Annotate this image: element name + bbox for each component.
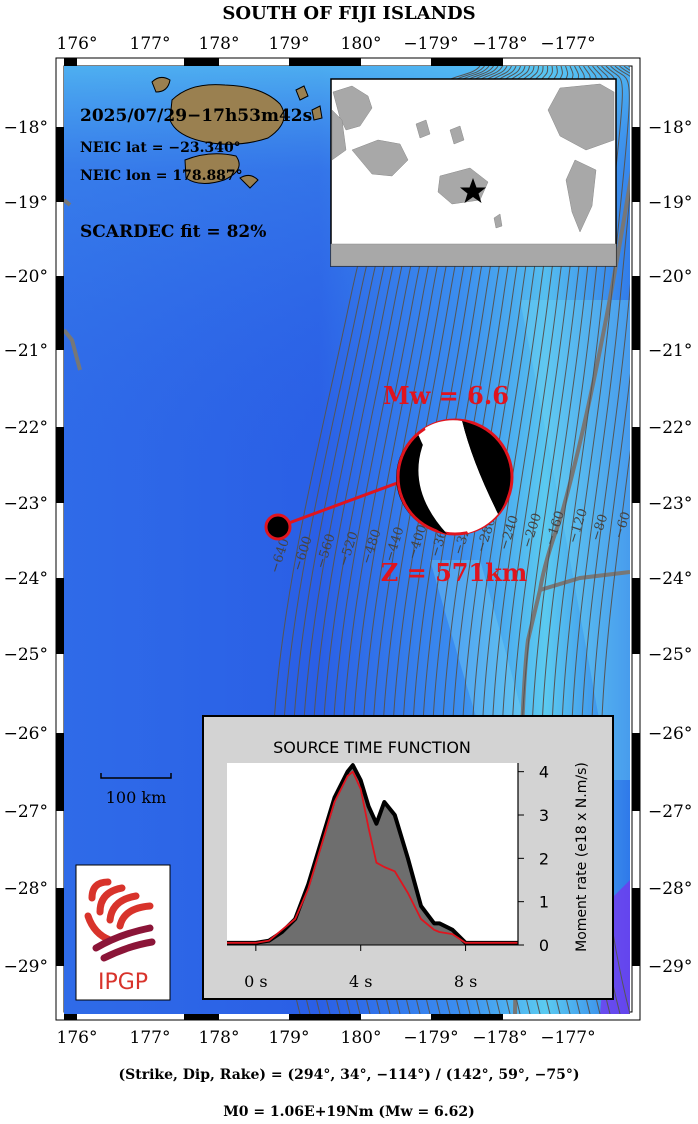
lat-label-left: −25° (4, 645, 48, 665)
epicenter-star-icon (460, 178, 486, 203)
lon-label-bottom: 176° (57, 1028, 98, 1048)
lon-label-bottom: 180° (341, 1028, 382, 1048)
lat-label-right: −25° (648, 645, 692, 665)
longitude-labels-bottom: 176° 177° 178° 179° 180° −179° −178° −177° (57, 1028, 596, 1048)
stf-y-tick-label: 2 (539, 849, 549, 868)
lon-label-bottom: −178° (472, 1028, 527, 1048)
stf-plot (227, 763, 518, 945)
lat-label-left: −28° (4, 879, 48, 899)
lat-label-right: −22° (648, 418, 692, 438)
scale-bar-label: 100 km (106, 788, 167, 807)
lat-label-left: −20° (4, 267, 48, 287)
longitude-labels-top: 176° 177° 178° 179° 180° −179° −178° −177° (57, 34, 596, 54)
lat-label-left: −27° (4, 802, 48, 822)
stf-x-tick-label: 8 s (454, 972, 477, 991)
lon-label-top: −178° (472, 34, 527, 54)
lon-label-top: 178° (199, 34, 240, 54)
lat-label-left: −18° (4, 118, 48, 138)
stf-fit-line (227, 770, 518, 944)
epicenter-marker[interactable] (264, 513, 292, 541)
lat-label-right: −19° (648, 193, 692, 213)
lon-label-top: 180° (341, 34, 382, 54)
focal-mechanism-beachball[interactable] (396, 418, 514, 536)
lon-label-top: 177° (130, 34, 171, 54)
latitude-labels-right: −18° −19° −20° −21° −22° −23° −24° −25° −26° −27°… (648, 118, 692, 977)
lat-label-left: −29° (4, 957, 48, 977)
lat-label-right: −20° (648, 267, 692, 287)
stf-area (227, 765, 518, 945)
event-info: 2025/07/29−17h53m42s NEIC lat = −23.340°… (80, 106, 312, 242)
lon-label-bottom: 179° (269, 1028, 310, 1048)
fiji-islands (151, 76, 323, 189)
stf-y-tick-label: 4 (539, 763, 549, 782)
stf-y-ticks: 0 1 2 3 4 (518, 763, 549, 955)
lon-label-bottom: −177° (540, 1028, 595, 1048)
stf-y-tick-label: 0 (539, 936, 549, 955)
lon-label-bottom: 177° (130, 1028, 171, 1048)
lon-label-top: −177° (540, 34, 595, 54)
lat-label-right: −24° (648, 569, 692, 589)
lat-label-right: −23° (648, 494, 692, 514)
lat-label-right: −28° (648, 879, 692, 899)
lon-label-bottom: 178° (199, 1028, 240, 1048)
lat-label-right: −18° (648, 118, 692, 138)
event-datetime: 2025/07/29−17h53m42s (80, 106, 312, 126)
lat-label-left: −22° (4, 418, 48, 438)
scardec-fit: SCARDEC fit = 82% (80, 222, 266, 242)
lat-label-left: −19° (4, 193, 48, 213)
lat-label-right: −27° (648, 802, 692, 822)
event-lat: NEIC lat = −23.340° (80, 140, 241, 156)
beachball-leader-line (277, 480, 401, 529)
lat-label-left: −21° (4, 341, 48, 361)
lon-label-top: 179° (269, 34, 310, 54)
event-lon: NEIC lon = 178.887° (80, 168, 243, 184)
map-title: SOUTH OF FIJI ISLANDS (222, 3, 475, 24)
source-time-function-panel: SOURCE TIME FUNCTION 0 s 4 s 8 s 0 1 2 3 4 Mom… (202, 715, 614, 1000)
stf-y-tick-label: 1 (539, 893, 549, 912)
moment-text: M0 = 1.06E+19Nm (Mw = 6.62) (223, 1104, 475, 1120)
ipgp-logo-text: IPGP (98, 970, 148, 995)
lat-label-right: −26° (648, 724, 692, 744)
stf-title: SOURCE TIME FUNCTION (273, 738, 471, 757)
stf-ylabel: Moment rate (e18 x N.m/s) (574, 762, 590, 952)
lon-label-top: 176° (57, 34, 98, 54)
lat-label-right: −21° (648, 341, 692, 361)
lon-label-bottom: −179° (403, 1028, 458, 1048)
scale-bar: 100 km (100, 773, 172, 807)
lat-label-left: −26° (4, 724, 48, 744)
lat-label-right: −29° (648, 957, 692, 977)
stf-x-ticks: 0 s 4 s 8 s (244, 945, 477, 991)
lat-label-left: −24° (4, 569, 48, 589)
stf-x-tick-label: 4 s (349, 972, 372, 991)
latitude-labels-left: −18° −19° −20° −21° −22° −23° −24° −25° −26° −27°… (4, 118, 48, 977)
magnitude-label: Mw = 6.6 (383, 381, 509, 410)
mechanism-text: (Strike, Dip, Rake) = (294°, 34°, −114°)… (119, 1067, 580, 1083)
lat-label-left: −23° (4, 494, 48, 514)
ipgp-logo: IPGP (75, 864, 171, 1001)
lon-label-top: −179° (403, 34, 458, 54)
world-inset-map (330, 78, 617, 267)
depth-label: Z = 571km (381, 558, 527, 587)
stf-x-tick-label: 0 s (244, 972, 267, 991)
stf-y-tick-label: 3 (539, 806, 549, 825)
